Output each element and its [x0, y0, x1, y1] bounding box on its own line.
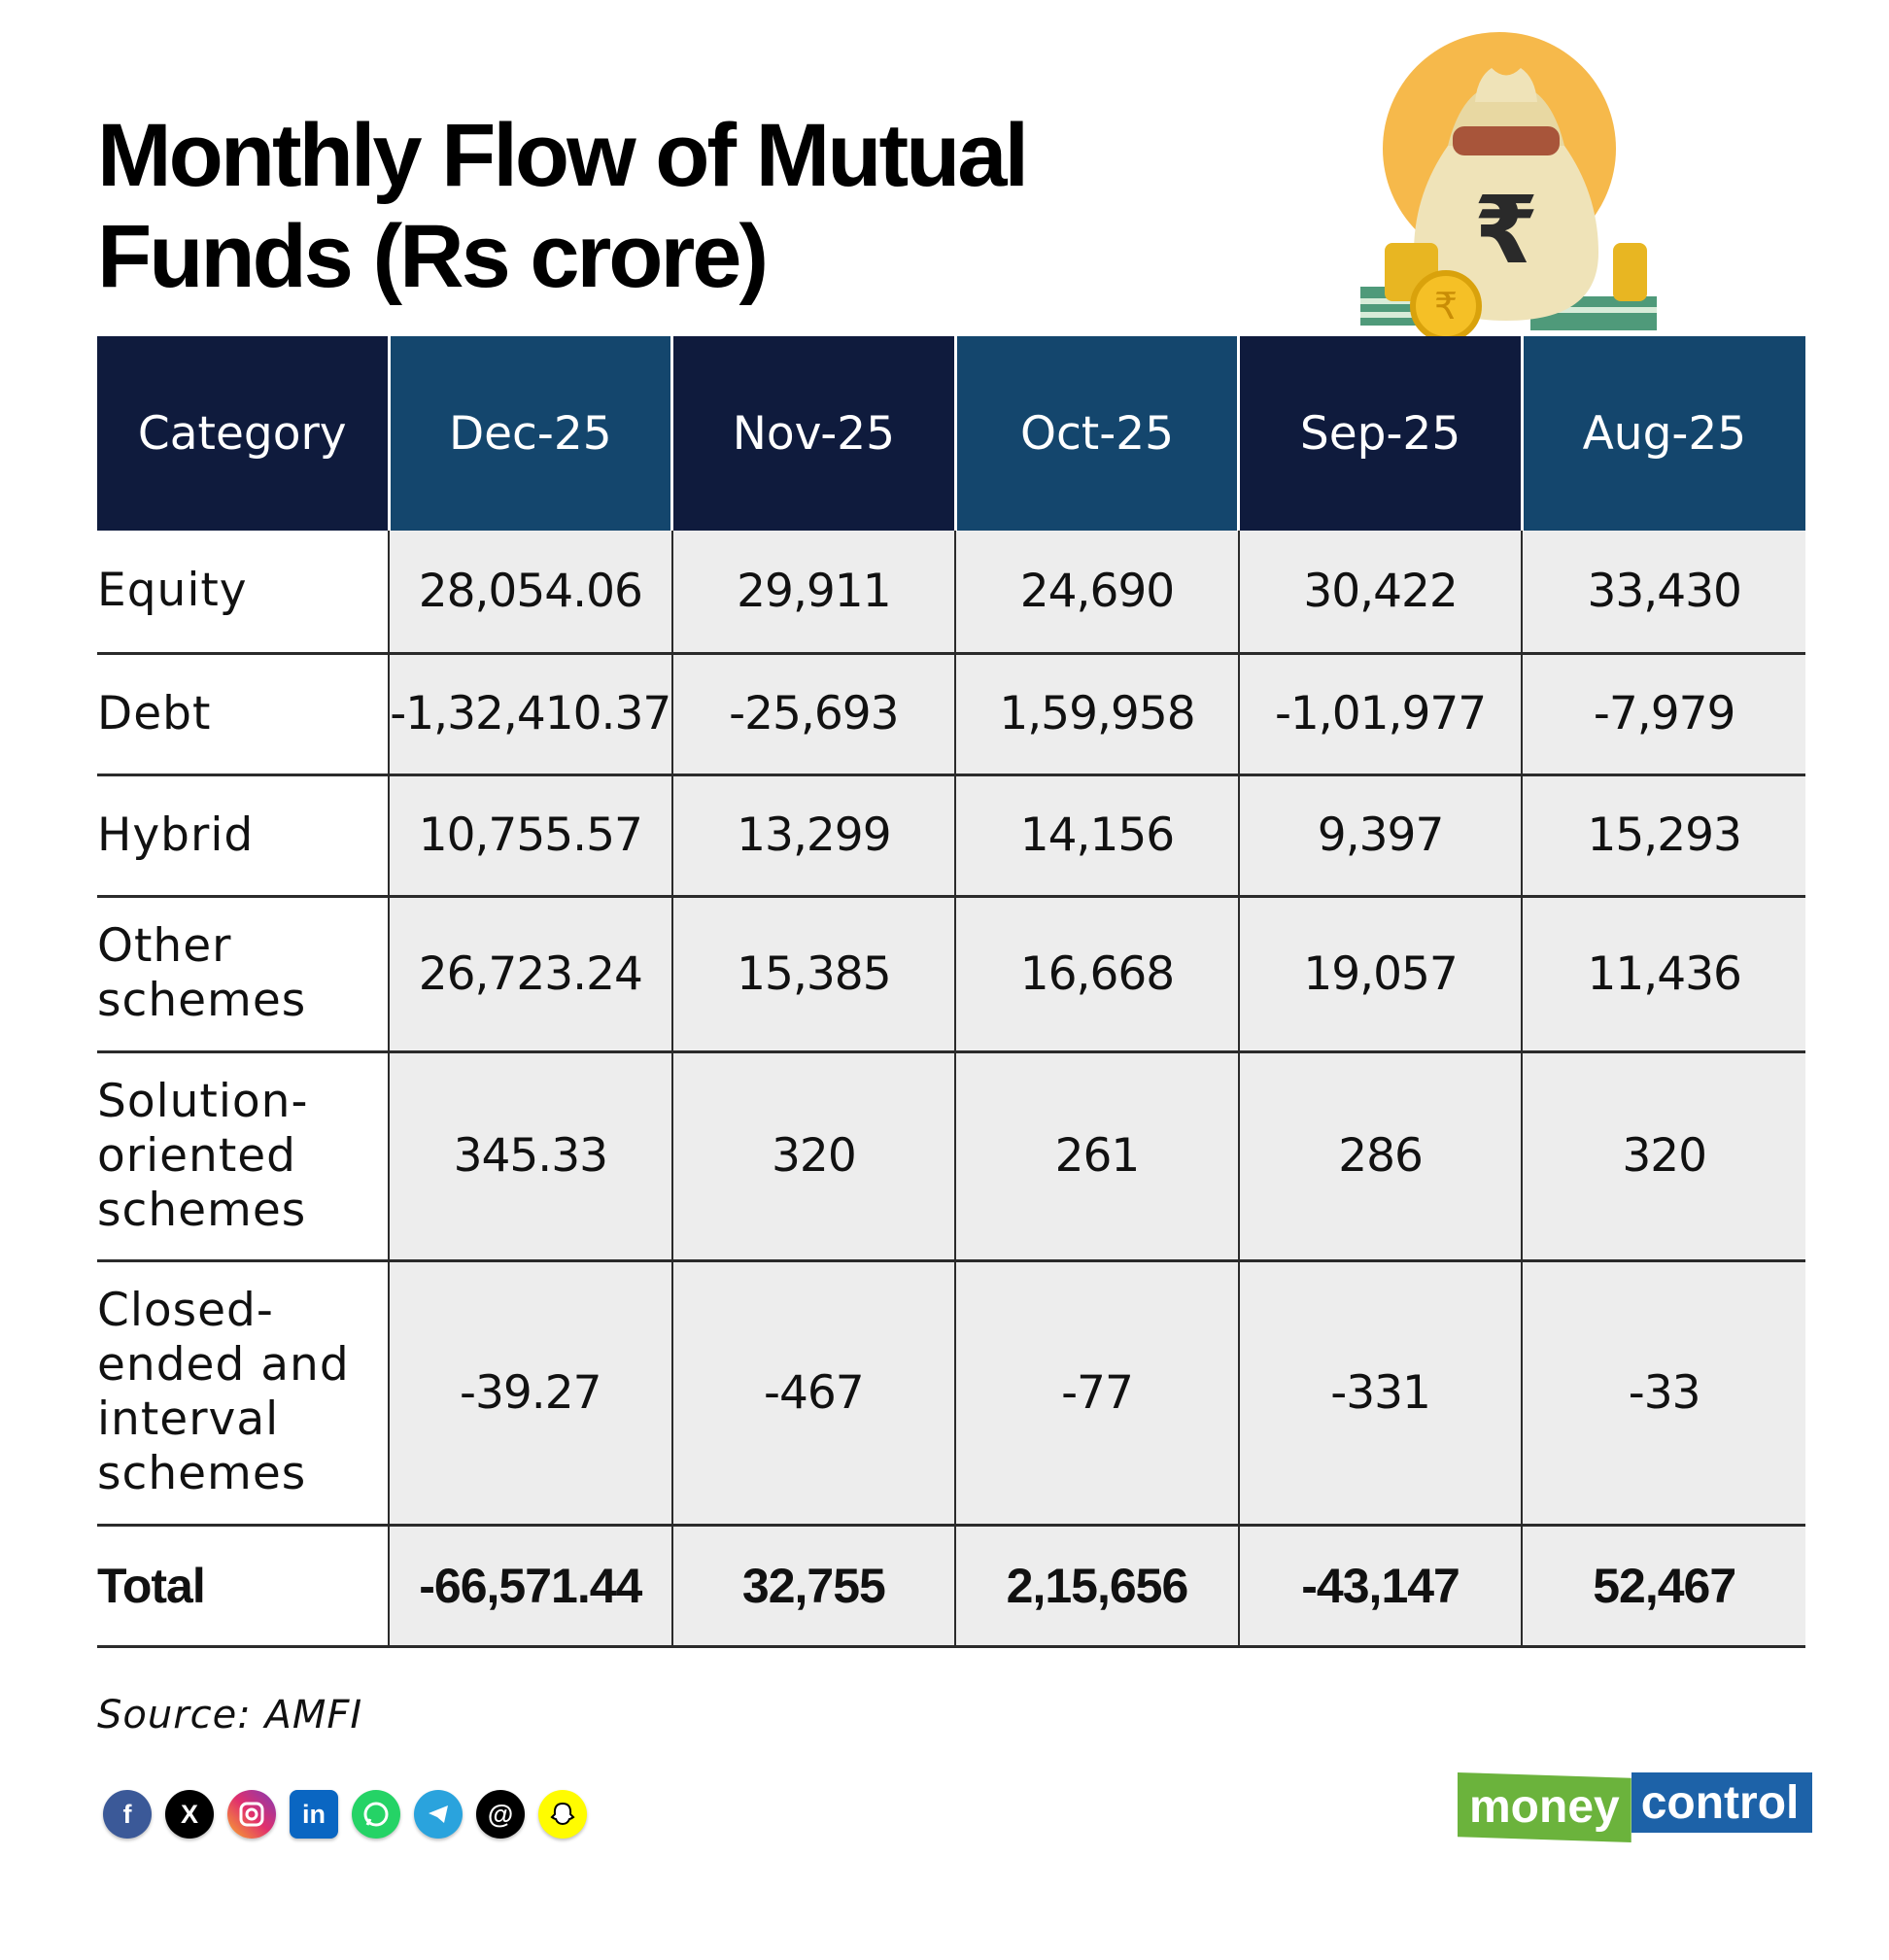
table-cell: 28,054.06 — [389, 531, 673, 655]
row-label: Hybrid — [97, 774, 390, 898]
table-cell: -33 — [1522, 1260, 1805, 1527]
table-row: Equity 28,054.06 29,911 24,690 30,422 33… — [97, 531, 1805, 655]
table-cell: 14,156 — [955, 774, 1240, 898]
table-cell: -467 — [671, 1260, 957, 1527]
rupee-symbol: ₹ — [1474, 176, 1539, 285]
table-cell: 2,15,656 — [955, 1525, 1240, 1648]
table-cell: 33,430 — [1522, 531, 1805, 655]
table-cell: 13,299 — [671, 774, 957, 898]
social-icons: f X in @ — [103, 1790, 587, 1839]
total-row: Total -66,571.44 32,755 2,15,656 -43,147… — [97, 1525, 1805, 1648]
table-cell: 15,293 — [1522, 774, 1805, 898]
coin-stack-right — [1613, 243, 1647, 301]
logo-control: control — [1631, 1772, 1813, 1833]
table-cell: 320 — [1522, 1051, 1805, 1262]
instagram-icon[interactable] — [227, 1790, 276, 1839]
x-icon[interactable]: X — [165, 1790, 214, 1839]
mutual-fund-flow-table: Category Dec-25 Nov-25 Oct-25 Sep-25 Aug… — [97, 336, 1805, 1648]
table-cell: 345.33 — [389, 1051, 673, 1262]
title-line-2: Funds (Rs crore) — [97, 207, 769, 306]
table-cell: -331 — [1238, 1260, 1524, 1527]
table-cell: 30,422 — [1238, 531, 1524, 655]
bag-tie — [1453, 126, 1560, 155]
title-line-1: Monthly Flow of Mutual — [97, 106, 1029, 205]
table-cell: 9,397 — [1238, 774, 1524, 898]
table-cell: 19,057 — [1238, 896, 1524, 1053]
table-cell: -43,147 — [1238, 1525, 1524, 1648]
logo-money: money — [1458, 1772, 1631, 1842]
column-header: Dec-25 — [389, 336, 674, 531]
column-header: Aug-25 — [1522, 336, 1805, 531]
table-cell: 11,436 — [1522, 896, 1805, 1053]
table-cell: -25,693 — [671, 653, 957, 776]
source-note: Source: AMFI — [97, 1693, 363, 1737]
telegram-icon[interactable] — [414, 1790, 463, 1839]
snapchat-icon[interactable] — [538, 1790, 587, 1839]
row-label: Equity — [97, 531, 390, 655]
table-row: Other schemes 26,723.24 15,385 16,668 19… — [97, 896, 1805, 1053]
svg-text:₹: ₹ — [1434, 285, 1458, 327]
facebook-icon[interactable]: f — [103, 1790, 152, 1839]
column-header: Sep-25 — [1238, 336, 1524, 531]
row-label: Solution-oriented schemes — [97, 1051, 390, 1262]
row-label: Total — [97, 1525, 390, 1648]
threads-icon[interactable]: @ — [476, 1790, 525, 1839]
table-cell: 29,911 — [671, 531, 957, 655]
table-cell: -66,571.44 — [389, 1525, 673, 1648]
linkedin-icon[interactable]: in — [290, 1790, 338, 1839]
table-cell: 26,723.24 — [389, 896, 673, 1053]
table-cell: 15,385 — [671, 896, 957, 1053]
column-header: Oct-25 — [955, 336, 1241, 531]
table-cell: -1,01,977 — [1238, 653, 1524, 776]
table-cell: -77 — [955, 1260, 1240, 1527]
page-title: Monthly Flow of Mutual Funds (Rs crore) — [97, 105, 1292, 307]
table-cell: 261 — [955, 1051, 1240, 1262]
row-label: Debt — [97, 653, 390, 776]
whatsapp-icon[interactable] — [352, 1790, 400, 1839]
table-cell: 320 — [671, 1051, 957, 1262]
table-cell: -39.27 — [389, 1260, 673, 1527]
table-cell: 52,467 — [1522, 1525, 1805, 1648]
moneycontrol-logo: money control — [1458, 1772, 1813, 1842]
table-cell: -7,979 — [1522, 653, 1805, 776]
table-cell: -1,32,410.37 — [389, 653, 673, 776]
table-row: Hybrid 10,755.57 13,299 14,156 9,397 15,… — [97, 774, 1805, 898]
table-cell: 1,59,958 — [955, 653, 1240, 776]
table-cell: 16,668 — [955, 896, 1240, 1053]
table-row: Closed-ended and interval schemes -39.27… — [97, 1260, 1805, 1527]
table-cell: 286 — [1238, 1051, 1524, 1262]
table-row: Debt -1,32,410.37 -25,693 1,59,958 -1,01… — [97, 653, 1805, 776]
row-label: Other schemes — [97, 896, 390, 1053]
column-header: Nov-25 — [671, 336, 957, 531]
row-label: Closed-ended and interval schemes — [97, 1260, 390, 1527]
table-row: Solution-oriented schemes 345.33 320 261… — [97, 1051, 1805, 1262]
table-header-row: Category Dec-25 Nov-25 Oct-25 Sep-25 Aug… — [97, 336, 1805, 531]
money-bag-illustration: ₹ ₹ — [1360, 32, 1657, 342]
table-cell: 24,690 — [955, 531, 1240, 655]
table-cell: 10,755.57 — [389, 774, 673, 898]
column-header: Category — [97, 336, 391, 531]
table-cell: 32,755 — [671, 1525, 957, 1648]
